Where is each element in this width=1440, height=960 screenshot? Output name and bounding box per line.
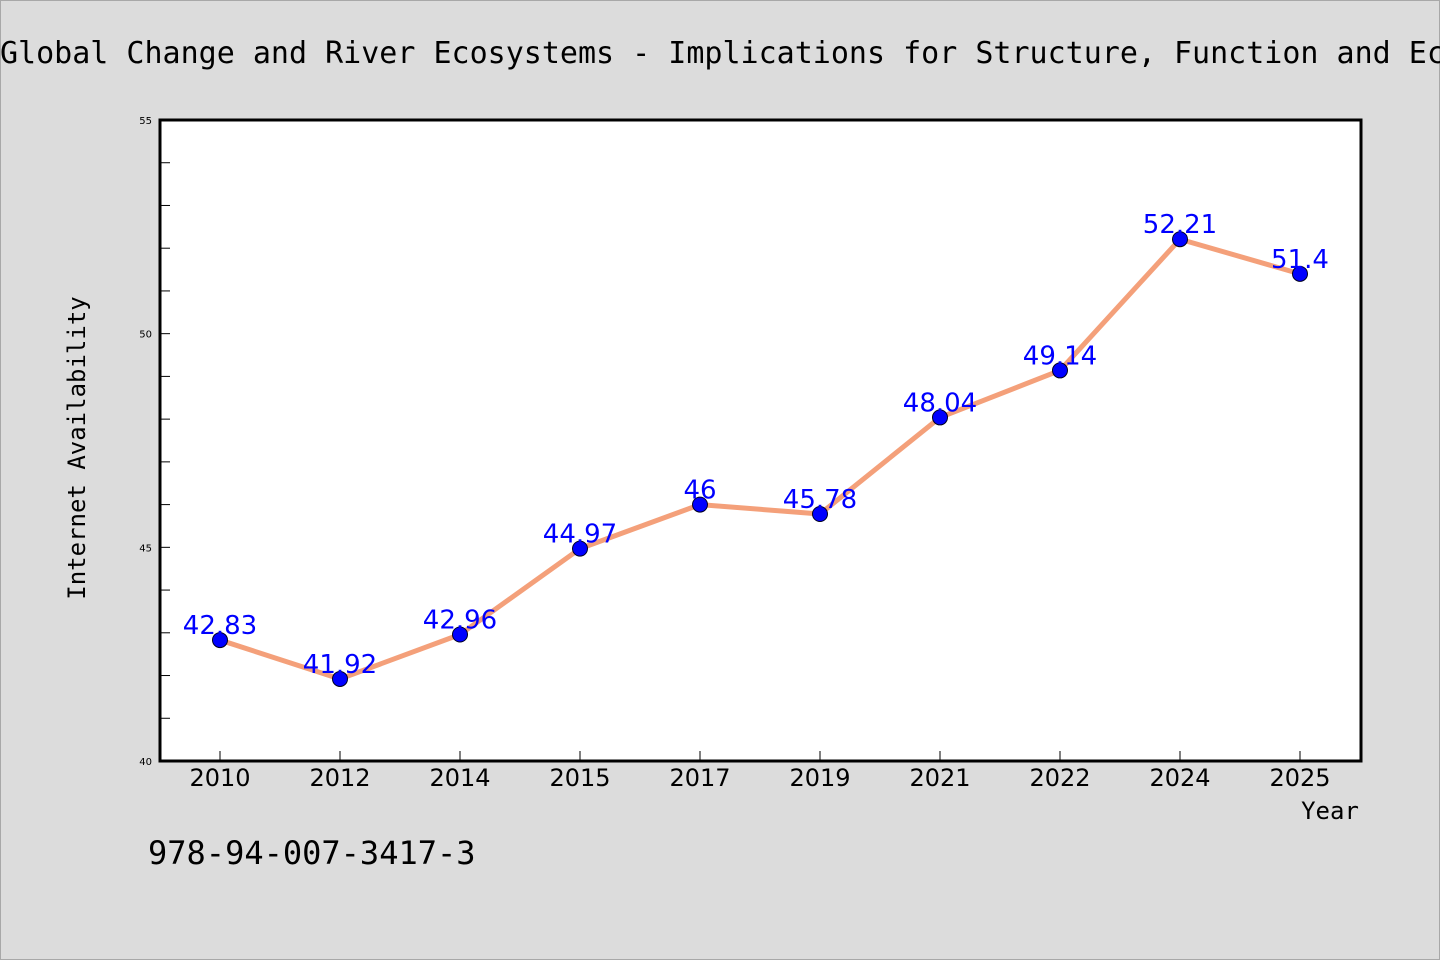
data-label: 48.04	[903, 388, 977, 418]
y-tick-label: 40	[139, 757, 152, 768]
series-line	[217, 236, 1303, 682]
x-tick-label: 2021	[909, 764, 970, 792]
data-label: 49.14	[1023, 341, 1097, 371]
data-label: 52.21	[1143, 210, 1217, 240]
y-tick-label: 55	[139, 116, 152, 127]
data-label: 42.96	[423, 606, 497, 636]
y-axis-label: Internet Availability	[63, 296, 91, 599]
x-tick-label: 2015	[549, 764, 610, 792]
data-point	[1292, 265, 1308, 282]
x-tick-label: 2019	[789, 764, 850, 792]
plot-area	[158, 118, 1363, 763]
data-label: 44.97	[543, 520, 617, 550]
x-tick-label: 2022	[1029, 764, 1090, 792]
data-point	[932, 409, 948, 426]
data-point	[1172, 231, 1188, 248]
footer-isbn: 978-94-007-3417-3	[148, 834, 476, 872]
x-axis-ticks: 2010 2012 2014 2015 2017 2019 2021 2022 2024 2025	[189, 751, 1331, 792]
x-tick-label: 2012	[309, 764, 370, 792]
data-point	[812, 506, 828, 523]
x-tick-label: 2025	[1269, 764, 1330, 792]
data-point	[212, 632, 228, 649]
data-label: 45.78	[783, 485, 857, 515]
data-point	[1052, 362, 1068, 379]
series-group: 42.83 41.92 42.96 44.97 46 45.78 48.04 49.14 52.…	[183, 210, 1329, 687]
x-tick-label: 2024	[1149, 764, 1210, 792]
data-label: 51.4	[1271, 245, 1329, 275]
data-point	[572, 540, 588, 557]
data-label: 41.92	[303, 650, 377, 680]
data-point	[332, 670, 348, 687]
chart-title: Global Change and River Ecosystems - Imp…	[0, 36, 1440, 71]
y-axis-ticks: 40 45 50 55	[139, 116, 170, 768]
y-tick-label: 50	[139, 330, 152, 341]
data-point	[452, 626, 468, 643]
data-label: 42.83	[183, 611, 257, 641]
x-tick-label: 2014	[429, 764, 490, 792]
data-label: 46	[683, 476, 716, 506]
x-tick-label: 2010	[189, 764, 250, 792]
x-axis-label: Year	[1301, 797, 1359, 825]
data-point	[692, 496, 708, 513]
y-tick-label: 45	[139, 543, 152, 554]
x-tick-label: 2017	[669, 764, 730, 792]
